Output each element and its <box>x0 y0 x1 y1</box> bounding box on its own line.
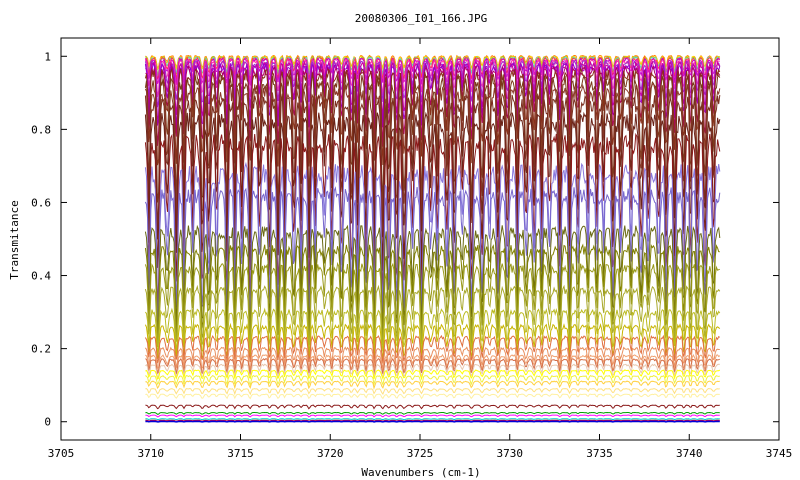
spectrum-series-line <box>145 419 720 422</box>
spectrum-series-line <box>145 357 721 375</box>
spectrum-series-line <box>145 411 720 415</box>
spectrum-series-line <box>145 414 720 418</box>
spectrum-series-line <box>145 363 720 380</box>
spectrum-series-line <box>144 243 720 339</box>
spectrum-series-line <box>144 284 721 350</box>
y-tick-label: 0 <box>44 416 51 429</box>
y-axis-ticks: 0 0.2 0.4 0.6 0.8 1 <box>31 50 779 429</box>
y-tick-label: 0.2 <box>31 343 51 356</box>
y-axis-label: Transmitance <box>8 200 21 279</box>
spectrum-series-line <box>145 393 720 400</box>
y-tick-label: 0.4 <box>31 270 51 283</box>
x-tick-label: 3735 <box>586 447 613 460</box>
spectrum-series-line <box>145 380 720 390</box>
chart-title: 20080306_I01_166.JPG <box>355 12 487 25</box>
spectrum-series-line <box>145 421 720 423</box>
x-axis-label: Wavenumbers (cm-1) <box>361 466 480 479</box>
y-tick-label: 1 <box>44 50 51 63</box>
spectrum-series-line <box>144 186 721 326</box>
x-tick-label: 3710 <box>138 447 165 460</box>
spectrum-series-line <box>145 374 720 387</box>
spectrum-series-line <box>145 404 720 410</box>
spectrum-series-line <box>145 369 721 381</box>
spectrum-series-line <box>145 387 720 396</box>
spectrum-series-line <box>144 261 720 346</box>
x-tick-label: 3745 <box>766 447 793 460</box>
x-axis-ticks: 3705 3710 3715 3720 3725 3730 3735 3740 3745 <box>48 38 793 460</box>
spectrum-series-line <box>144 322 721 361</box>
spectrum-series-line <box>144 346 720 371</box>
x-tick-label: 3740 <box>676 447 703 460</box>
series-layer <box>144 54 721 423</box>
x-tick-label: 3720 <box>317 447 344 460</box>
y-tick-label: 0.8 <box>31 123 51 136</box>
x-tick-label: 3730 <box>497 447 524 460</box>
spectrum-series-line <box>145 418 720 421</box>
spectrum-series-line <box>144 307 721 356</box>
spectrum-series-line <box>144 334 721 364</box>
spectrum-series-line <box>144 111 721 274</box>
y-tick-label: 0.6 <box>31 196 51 209</box>
x-tick-label: 3715 <box>227 447 254 460</box>
x-tick-label: 3725 <box>407 447 434 460</box>
spectrum-series-line <box>144 66 721 167</box>
x-tick-label: 3705 <box>48 447 75 460</box>
spectrum-series-line <box>144 73 721 211</box>
